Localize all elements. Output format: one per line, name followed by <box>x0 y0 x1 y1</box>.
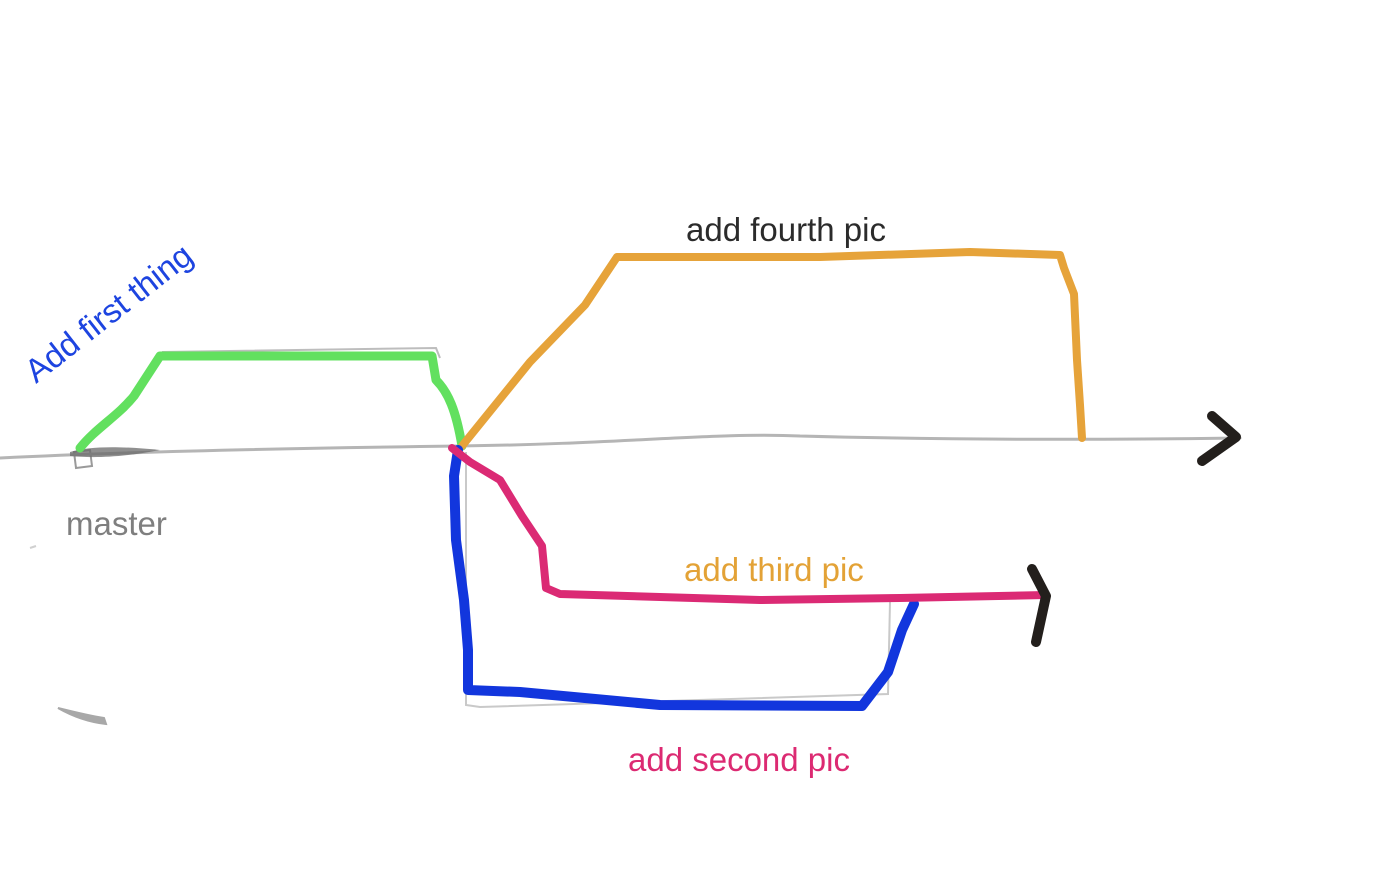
label-master: master <box>66 505 167 542</box>
fourth-branch-line <box>458 248 1086 450</box>
master-line-smudge <box>70 447 160 458</box>
master-line <box>0 433 1242 460</box>
first-branch-line <box>75 351 467 453</box>
third-branch-line <box>448 444 1050 604</box>
stray-mark-left <box>29 545 37 549</box>
second-branch-line <box>449 445 919 711</box>
label-third-branch: add third pic <box>684 551 864 588</box>
third-branch <box>448 444 1051 647</box>
label-first-branch: Add first thing <box>18 236 200 389</box>
label-fourth-branch: add fourth pic <box>686 211 886 248</box>
master-arrowhead <box>1197 411 1241 466</box>
third-arrowhead <box>1027 564 1051 647</box>
guide-rect-top <box>161 346 441 359</box>
stray-mark-bottom <box>57 707 108 726</box>
master-branch <box>0 411 1242 466</box>
label-second-branch: add second pic <box>628 741 850 778</box>
